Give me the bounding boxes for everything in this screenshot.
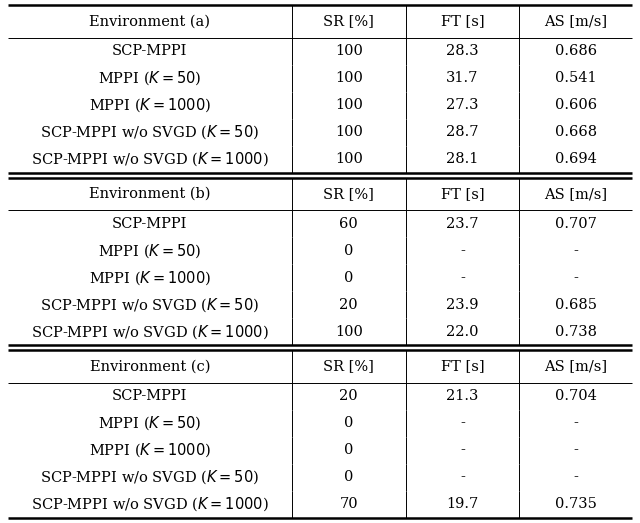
Text: Environment (a): Environment (a) xyxy=(90,15,211,29)
Text: MPPI ($K = 1000$): MPPI ($K = 1000$) xyxy=(89,269,211,287)
Text: 20: 20 xyxy=(339,298,358,312)
Text: 0.707: 0.707 xyxy=(555,217,596,231)
Text: 0.541: 0.541 xyxy=(555,71,596,85)
Text: SCP-MPPI w/o SVGD ($K = 1000$): SCP-MPPI w/o SVGD ($K = 1000$) xyxy=(31,151,269,168)
Text: 28.7: 28.7 xyxy=(446,126,479,139)
Text: 0.704: 0.704 xyxy=(555,389,596,403)
Text: SCP-MPPI w/o SVGD ($K = 1000$): SCP-MPPI w/o SVGD ($K = 1000$) xyxy=(31,495,269,513)
Text: SR [%]: SR [%] xyxy=(323,187,374,201)
Text: -: - xyxy=(573,244,578,258)
Text: AS [m/s]: AS [m/s] xyxy=(544,359,607,373)
Text: SCP-MPPI: SCP-MPPI xyxy=(112,217,188,231)
Text: SCP-MPPI w/o SVGD ($K = 50$): SCP-MPPI w/o SVGD ($K = 50$) xyxy=(40,123,259,141)
Text: 28.3: 28.3 xyxy=(446,44,479,59)
Text: SCP-MPPI w/o SVGD ($K = 50$): SCP-MPPI w/o SVGD ($K = 50$) xyxy=(40,469,259,486)
Text: 20: 20 xyxy=(339,389,358,403)
Text: -: - xyxy=(573,271,578,285)
Text: 0.694: 0.694 xyxy=(555,152,596,166)
Text: SCP-MPPI: SCP-MPPI xyxy=(112,389,188,403)
Text: 22.0: 22.0 xyxy=(446,325,479,339)
Text: AS [m/s]: AS [m/s] xyxy=(544,187,607,201)
Text: MPPI ($K = 50$): MPPI ($K = 50$) xyxy=(98,414,202,432)
Text: 23.9: 23.9 xyxy=(446,298,479,312)
Text: 23.7: 23.7 xyxy=(446,217,479,231)
Text: SCP-MPPI: SCP-MPPI xyxy=(112,44,188,59)
Text: Environment (b): Environment (b) xyxy=(89,187,211,201)
Text: -: - xyxy=(573,416,578,430)
Text: 0: 0 xyxy=(344,416,353,430)
Text: SCP-MPPI w/o SVGD ($K = 50$): SCP-MPPI w/o SVGD ($K = 50$) xyxy=(40,296,259,314)
Text: MPPI ($K = 50$): MPPI ($K = 50$) xyxy=(98,70,202,87)
Text: 100: 100 xyxy=(335,126,363,139)
Text: 31.7: 31.7 xyxy=(446,71,479,85)
Text: 21.3: 21.3 xyxy=(446,389,479,403)
Text: SR [%]: SR [%] xyxy=(323,359,374,373)
Text: 0: 0 xyxy=(344,244,353,258)
Text: 0.685: 0.685 xyxy=(555,298,596,312)
Text: 28.1: 28.1 xyxy=(446,152,479,166)
Text: 0: 0 xyxy=(344,443,353,457)
Text: SCP-MPPI w/o SVGD ($K = 1000$): SCP-MPPI w/o SVGD ($K = 1000$) xyxy=(31,323,269,340)
Text: 60: 60 xyxy=(339,217,358,231)
Text: MPPI ($K = 1000$): MPPI ($K = 1000$) xyxy=(89,97,211,114)
Text: 0.668: 0.668 xyxy=(555,126,597,139)
Text: SR [%]: SR [%] xyxy=(323,15,374,29)
Text: AS [m/s]: AS [m/s] xyxy=(544,15,607,29)
Text: -: - xyxy=(460,443,465,457)
Text: 100: 100 xyxy=(335,98,363,112)
Text: 0: 0 xyxy=(344,470,353,484)
Text: 70: 70 xyxy=(339,497,358,511)
Text: 0: 0 xyxy=(344,271,353,285)
Text: 100: 100 xyxy=(335,44,363,59)
Text: 27.3: 27.3 xyxy=(446,98,479,112)
Text: -: - xyxy=(460,470,465,484)
Text: -: - xyxy=(460,271,465,285)
Text: 100: 100 xyxy=(335,71,363,85)
Text: -: - xyxy=(460,416,465,430)
Text: 0.606: 0.606 xyxy=(555,98,597,112)
Text: -: - xyxy=(573,443,578,457)
Text: 0.738: 0.738 xyxy=(555,325,596,339)
Text: 100: 100 xyxy=(335,152,363,166)
Text: FT [s]: FT [s] xyxy=(440,187,484,201)
Text: 19.7: 19.7 xyxy=(446,497,479,511)
Text: 0.686: 0.686 xyxy=(555,44,597,59)
Text: -: - xyxy=(460,244,465,258)
Text: FT [s]: FT [s] xyxy=(440,15,484,29)
Text: MPPI ($K = 50$): MPPI ($K = 50$) xyxy=(98,242,202,259)
Text: 100: 100 xyxy=(335,325,363,339)
Text: Environment (c): Environment (c) xyxy=(90,359,210,373)
Text: -: - xyxy=(573,470,578,484)
Text: 0.735: 0.735 xyxy=(555,497,596,511)
Text: FT [s]: FT [s] xyxy=(440,359,484,373)
Text: MPPI ($K = 1000$): MPPI ($K = 1000$) xyxy=(89,441,211,459)
